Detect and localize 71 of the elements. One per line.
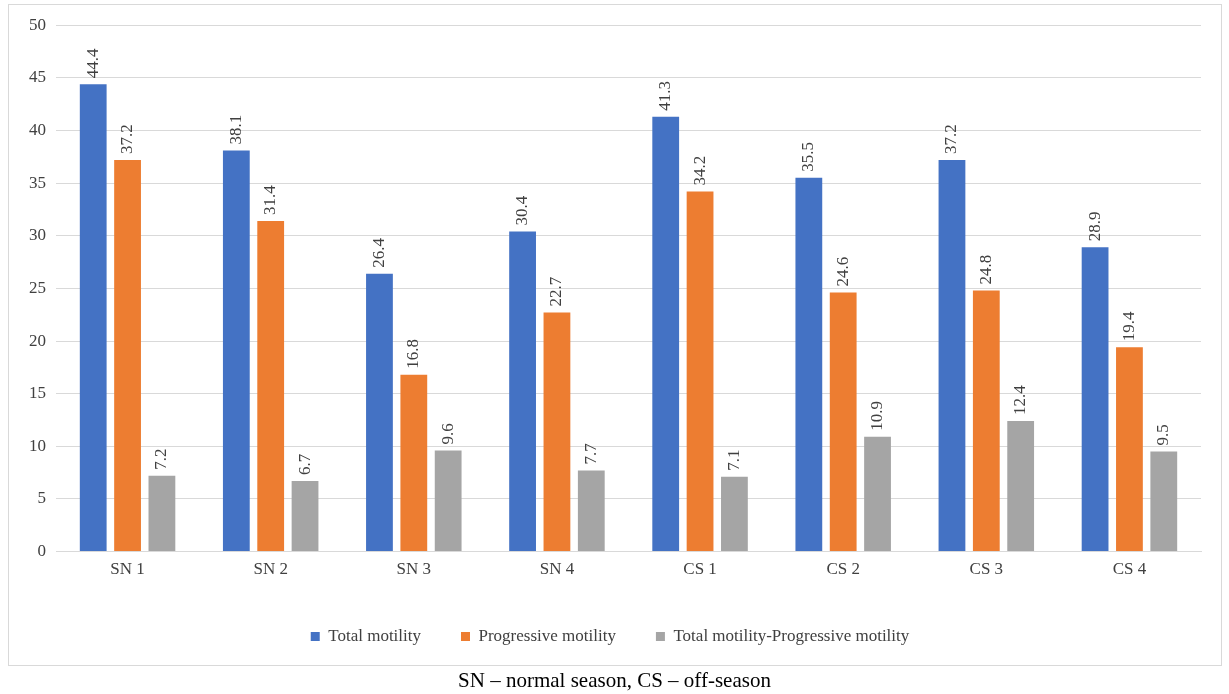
data-label: 30.4 (512, 195, 532, 226)
data-label: 24.8 (975, 254, 995, 285)
data-label: 9.5 (1153, 424, 1173, 446)
data-label: 6.7 (294, 453, 314, 476)
bar (1150, 451, 1178, 552)
bar (652, 116, 680, 552)
bar (114, 159, 141, 552)
x-tick-label: CS 3 (969, 559, 1004, 579)
x-tick-label: CS 2 (826, 559, 860, 579)
x-tick-label: SN 1 (110, 559, 145, 579)
bar (148, 475, 176, 552)
data-label: 7.2 (151, 448, 171, 470)
data-label: 35.5 (798, 142, 818, 172)
x-tick-label: SN 3 (396, 559, 432, 579)
y-tick-label: 10 (29, 435, 46, 455)
y-tick-label: 0 (37, 541, 46, 561)
data-label: 41.3 (655, 81, 675, 111)
data-label: 37.2 (941, 124, 961, 154)
data-label: 12.4 (1010, 384, 1030, 416)
data-label: 10.9 (867, 401, 887, 431)
y-tick-label: 20 (29, 330, 46, 350)
bar (1081, 247, 1109, 552)
y-tick-label: 5 (37, 488, 46, 508)
data-label: 19.4 (1118, 311, 1138, 342)
bar (434, 450, 462, 552)
x-tick-label: SN 4 (539, 559, 575, 579)
x-tick-label: SN 2 (253, 559, 288, 579)
bar (938, 159, 966, 552)
legend-label: Total motility (328, 625, 422, 645)
data-label: 26.4 (368, 237, 388, 268)
data-label: 38.1 (225, 114, 245, 145)
bar (400, 374, 428, 552)
bar (1116, 347, 1143, 552)
bar (543, 312, 571, 552)
legend-label: Total motility-Progressive motility (673, 625, 910, 645)
bar (291, 481, 319, 552)
bar (686, 191, 714, 552)
y-tick-label: 25 (29, 277, 46, 297)
data-label: 44.4 (82, 47, 102, 79)
y-tick-label: 45 (29, 67, 46, 87)
bar (222, 150, 250, 552)
bar (79, 84, 107, 552)
bar (257, 221, 285, 552)
bar (577, 470, 605, 552)
bar (509, 231, 536, 552)
data-label: 31.4 (260, 184, 280, 216)
bar (972, 290, 1000, 552)
bar (366, 273, 393, 552)
y-tick-label: 50 (29, 14, 46, 34)
bar (829, 292, 857, 552)
data-label: 34.2 (689, 155, 709, 186)
data-label: 7.1 (723, 449, 743, 471)
data-label: 7.7 (580, 442, 600, 465)
data-label: 9.6 (437, 423, 457, 445)
x-tick-label: CS 4 (1112, 559, 1147, 579)
y-tick-label: 35 (29, 172, 46, 192)
data-label: 24.6 (832, 256, 852, 287)
y-tick-label: 30 (29, 225, 46, 245)
y-tick-label: 15 (29, 383, 46, 403)
data-label: 28.9 (1084, 211, 1104, 242)
data-label: 16.8 (403, 338, 423, 369)
bar (795, 177, 823, 552)
x-tick-label: CS 1 (683, 559, 717, 579)
data-label: 22.7 (546, 276, 566, 307)
text: SN – normal season, CS – off-season (457, 668, 772, 693)
legend-label: Progressive motility (478, 625, 617, 645)
y-tick-label: 40 (29, 119, 46, 139)
bar (721, 476, 748, 552)
bar (864, 436, 891, 552)
bar (1007, 421, 1035, 552)
data-label: 37.2 (117, 124, 137, 154)
